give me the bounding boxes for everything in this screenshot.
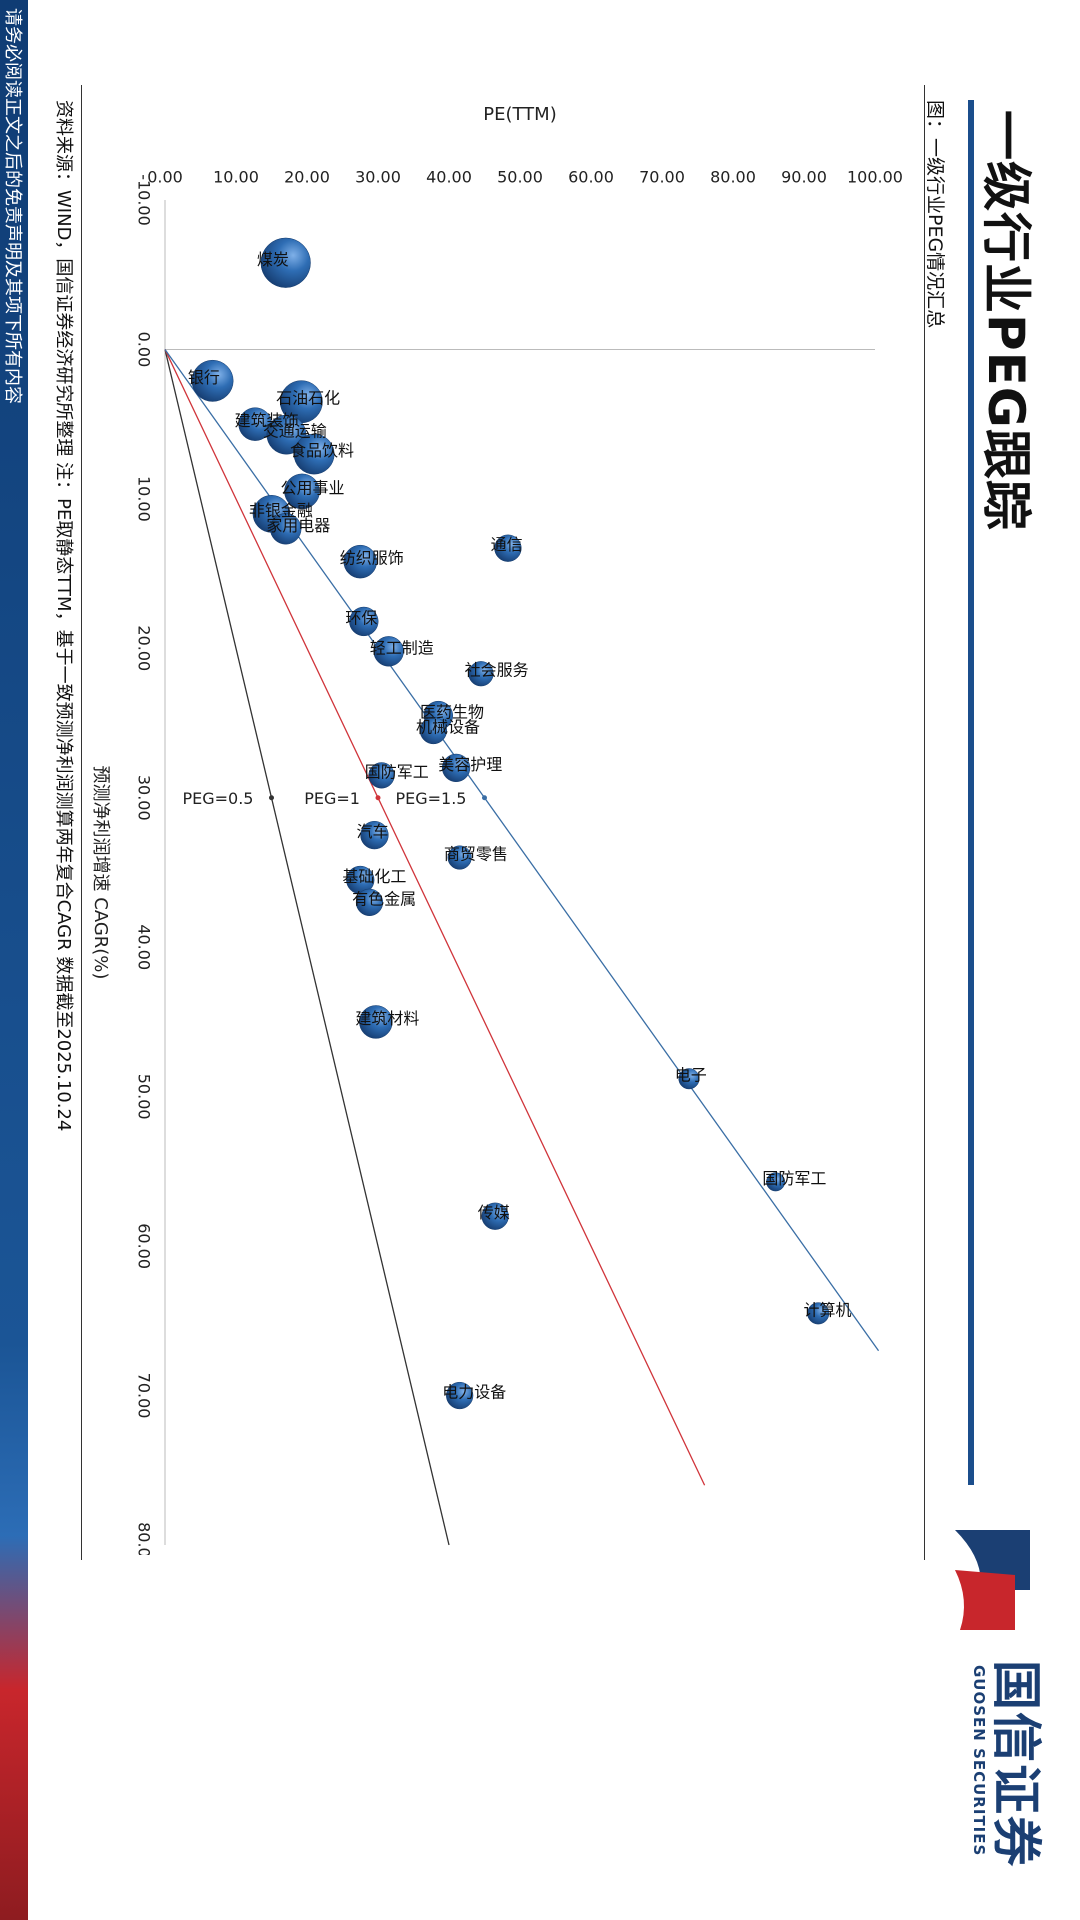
bubble-point [468, 661, 494, 687]
x-tick-label: -10.00 [135, 174, 154, 226]
x-tick-label: 80.00 [135, 1522, 154, 1555]
point-label: 纺织服饰 [340, 549, 404, 568]
point-label: 社会服务 [465, 661, 529, 680]
logo-text: 国信证券 [987, 1660, 1045, 1868]
chart-subtitle: 图：一级行业PEG情况汇总 [924, 100, 946, 329]
bubble-point [766, 1172, 786, 1192]
peg-scatter-chart: 0.00 10.00 20.00 30.00 40.00 50.00 60.00 70.00 8… [90, 104, 903, 1555]
point-label: 国防军工 [365, 762, 429, 781]
title-rule [968, 100, 974, 1485]
point-labels-group: 煤炭银行石油石化建筑装饰交通运输食品饮料公用事业非银金融家用电器通信纺织服饰环保… [188, 250, 852, 1402]
point-label: 石油石化 [276, 389, 340, 408]
bubble-point [355, 888, 384, 916]
bubble-point [284, 473, 320, 510]
y-tick-label: 30.00 [355, 168, 401, 187]
bubble-point [293, 433, 335, 475]
bubble-point [349, 606, 379, 637]
reference-line-marker [269, 795, 274, 801]
y-tick-label: 20.00 [284, 168, 330, 187]
point-label: 交通运输 [263, 422, 327, 441]
bubble-point [807, 1302, 830, 1325]
point-label: 电力设备 [442, 1383, 506, 1402]
bubble-point [494, 534, 522, 562]
reference-line [164, 349, 706, 1486]
bubble-point [360, 821, 389, 850]
y-tick-label: 80.00 [710, 168, 756, 187]
x-tick-label: 50.00 [135, 1074, 154, 1120]
point-label: 有色金属 [352, 889, 416, 908]
y-tick-label: 10.00 [213, 168, 259, 187]
reference-line [164, 349, 450, 1546]
y-tick-label: 50.00 [497, 168, 543, 187]
bubble-point [270, 513, 302, 545]
x-tick-label: 70.00 [135, 1373, 154, 1419]
y-axis-title: PE(TTM) [483, 104, 556, 125]
bubble-point [368, 762, 395, 789]
bubble-point [441, 753, 471, 783]
point-label: 计算机 [803, 1300, 851, 1319]
bubble-point [446, 1381, 474, 1410]
point-label: 美容护理 [438, 755, 502, 774]
point-label: 商贸零售 [444, 845, 508, 864]
bubble-point [481, 1202, 509, 1230]
point-label: 基础化工 [342, 867, 406, 886]
point-label: 非银金融 [249, 501, 313, 520]
point-label: 汽车 [357, 822, 389, 841]
bubble-point [359, 1005, 393, 1039]
bubble-point [343, 544, 377, 579]
point-label: 煤炭 [257, 250, 289, 269]
x-tick-label: 40.00 [135, 924, 154, 970]
reference-line-label: PEG=1.5 [395, 789, 466, 808]
bubble-point [419, 716, 447, 745]
bubble-point [447, 845, 472, 870]
chart-frame-bottom [81, 85, 82, 1560]
y-tick-label: 0.00 [147, 168, 183, 187]
point-label: 建筑材料 [355, 1009, 419, 1028]
page-title: 一级行业PEG跟踪 [977, 110, 1035, 531]
reference-line-marker [375, 795, 381, 801]
y-tick-label: 70.00 [639, 168, 685, 187]
y-tick-label: 60.00 [568, 168, 614, 187]
bubble-point [191, 359, 234, 402]
x-tick-label: 0.00 [135, 332, 154, 368]
point-label: 建筑装饰 [235, 411, 299, 430]
guosen-logo-icon [955, 1530, 1030, 1630]
x-tick-label: 20.00 [135, 625, 154, 671]
point-label: 轻工制造 [370, 638, 434, 657]
y-tick-label: 100.00 [847, 168, 903, 187]
logo-subtext: GUOSEN SECURITIES [970, 1665, 988, 1857]
axes-group: 0.00 10.00 20.00 30.00 40.00 50.00 60.00 70.00 8… [90, 104, 903, 1555]
x-tick-label: 30.00 [135, 775, 154, 821]
point-label: 食品饮料 [290, 441, 354, 460]
point-label: 机械设备 [416, 718, 480, 737]
point-label: 银行 [188, 368, 220, 387]
point-label: 医药生物 [420, 703, 484, 722]
bubble-point [373, 636, 404, 667]
bubble-point [260, 237, 311, 288]
x-tick-label: 10.00 [135, 476, 154, 522]
bubble-point [678, 1068, 700, 1090]
reference-line-label: PEG=1 [304, 789, 360, 808]
point-label: 公用事业 [281, 478, 345, 497]
x-tick-label: 60.00 [135, 1223, 154, 1269]
y-tick-label: 90.00 [781, 168, 827, 187]
point-label: 国防军工 [762, 1169, 826, 1188]
reference-line-label: PEG=0.5 [182, 789, 253, 808]
point-label: 电子 [675, 1066, 707, 1085]
y-tick-label: 40.00 [426, 168, 472, 187]
point-label: 传媒 [478, 1203, 510, 1222]
source-note: 资料来源：WIND，国信证券经济研究所整理 注：PE取静态TTM，基于一致预测净… [53, 100, 74, 1132]
reference-line-marker [482, 795, 487, 801]
point-label: 家用电器 [266, 516, 330, 535]
bubble-group [191, 237, 830, 1410]
point-label: 环保 [345, 608, 377, 627]
point-label: 通信 [491, 535, 523, 554]
footer-disclaimer: 请务必阅读正文之后的免责声明及其项下所有内容 [2, 8, 23, 404]
x-axis-title: 预测净利润增速 CAGR(%) [90, 766, 111, 980]
